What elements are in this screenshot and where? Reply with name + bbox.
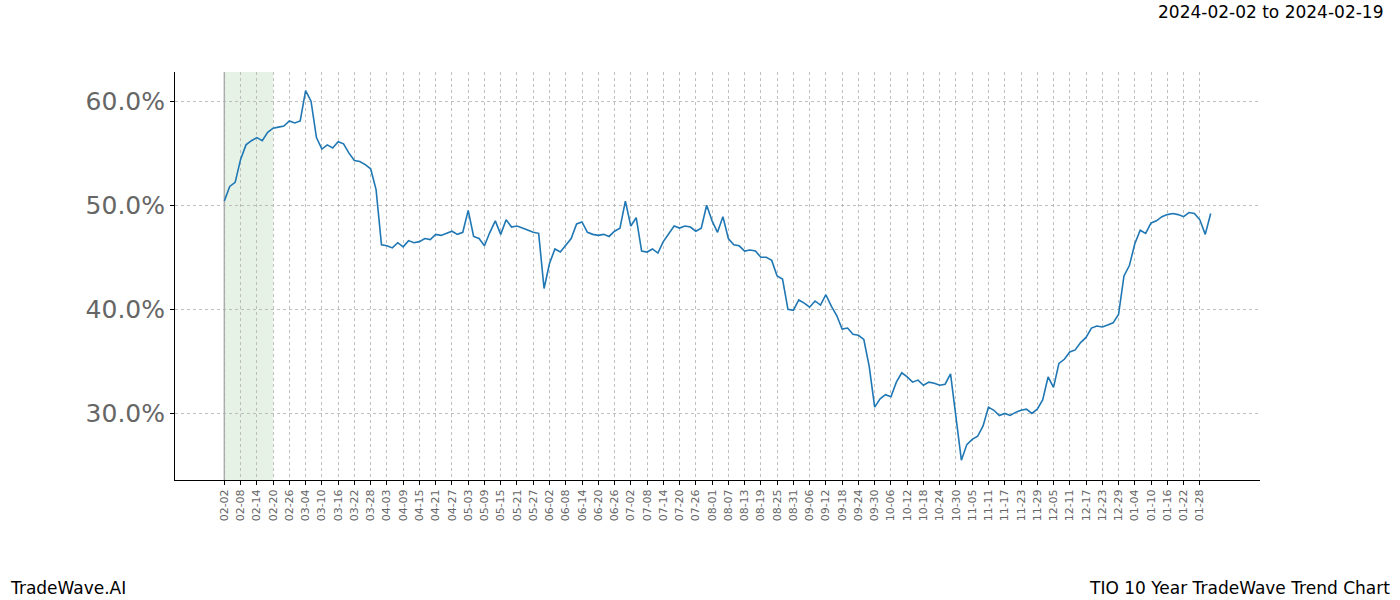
svg-text:07-26: 07-26 — [689, 489, 702, 521]
svg-text:12-17: 12-17 — [1080, 489, 1093, 521]
svg-text:04-03: 04-03 — [380, 489, 393, 521]
svg-text:02-02: 02-02 — [218, 489, 231, 521]
svg-text:TradeWave.AI: TradeWave.AI — [10, 578, 126, 598]
svg-text:01-22: 01-22 — [1177, 489, 1190, 521]
svg-text:03-22: 03-22 — [348, 489, 361, 521]
svg-text:05-09: 05-09 — [478, 489, 491, 521]
svg-text:60.0%: 60.0% — [86, 87, 165, 116]
svg-text:10-18: 10-18 — [917, 489, 930, 521]
svg-text:10-24: 10-24 — [933, 489, 946, 521]
svg-text:06-20: 06-20 — [592, 489, 605, 521]
svg-text:07-14: 07-14 — [657, 489, 670, 521]
svg-text:03-16: 03-16 — [332, 489, 345, 521]
svg-text:09-24: 09-24 — [852, 489, 865, 521]
svg-text:03-10: 03-10 — [315, 489, 328, 521]
svg-text:40.0%: 40.0% — [86, 295, 165, 324]
svg-text:03-04: 03-04 — [299, 489, 312, 521]
svg-text:11-05: 11-05 — [966, 489, 979, 521]
svg-text:05-15: 05-15 — [494, 489, 507, 521]
svg-text:09-18: 09-18 — [836, 489, 849, 521]
svg-text:02-20: 02-20 — [267, 489, 280, 521]
svg-text:TIO 10 Year TradeWave Trend Ch: TIO 10 Year TradeWave Trend Chart — [1089, 578, 1390, 598]
svg-text:10-06: 10-06 — [885, 489, 898, 521]
svg-text:01-16: 01-16 — [1161, 489, 1174, 521]
svg-text:09-30: 09-30 — [868, 489, 881, 521]
svg-text:06-08: 06-08 — [559, 489, 572, 521]
svg-text:06-26: 06-26 — [608, 489, 621, 521]
svg-text:08-13: 08-13 — [738, 489, 751, 521]
svg-text:01-10: 01-10 — [1145, 489, 1158, 521]
svg-text:06-02: 06-02 — [543, 489, 556, 521]
svg-text:30.0%: 30.0% — [86, 399, 165, 428]
svg-text:04-21: 04-21 — [429, 489, 442, 521]
svg-text:07-02: 07-02 — [624, 489, 637, 521]
svg-text:11-23: 11-23 — [1015, 489, 1028, 521]
svg-text:04-15: 04-15 — [413, 489, 426, 521]
svg-text:02-08: 02-08 — [234, 489, 247, 521]
svg-text:08-31: 08-31 — [787, 489, 800, 521]
svg-text:01-04: 01-04 — [1128, 489, 1141, 521]
svg-text:02-14: 02-14 — [250, 489, 263, 521]
svg-text:12-29: 12-29 — [1112, 489, 1125, 521]
svg-text:50.0%: 50.0% — [86, 191, 165, 220]
svg-text:07-08: 07-08 — [641, 489, 654, 521]
svg-text:01-28: 01-28 — [1193, 489, 1206, 521]
svg-text:05-03: 05-03 — [462, 489, 475, 521]
svg-text:11-11: 11-11 — [982, 489, 995, 521]
svg-text:05-21: 05-21 — [511, 489, 524, 521]
svg-text:05-27: 05-27 — [527, 489, 540, 521]
svg-text:08-07: 08-07 — [722, 489, 735, 521]
svg-text:08-25: 08-25 — [771, 489, 784, 521]
svg-text:08-19: 08-19 — [754, 489, 767, 521]
svg-text:12-11: 12-11 — [1063, 489, 1076, 521]
svg-text:02-26: 02-26 — [283, 489, 296, 521]
svg-text:12-23: 12-23 — [1096, 489, 1109, 521]
svg-text:10-12: 10-12 — [901, 489, 914, 521]
svg-text:11-17: 11-17 — [998, 489, 1011, 521]
svg-text:07-20: 07-20 — [673, 489, 686, 521]
svg-text:03-28: 03-28 — [364, 489, 377, 521]
svg-text:09-12: 09-12 — [819, 489, 832, 521]
svg-text:04-27: 04-27 — [446, 489, 459, 521]
svg-text:11-29: 11-29 — [1031, 489, 1044, 521]
svg-text:10-30: 10-30 — [950, 489, 963, 521]
svg-text:2024-02-02 to 2024-02-19: 2024-02-02 to 2024-02-19 — [1158, 2, 1383, 22]
svg-text:08-01: 08-01 — [706, 489, 719, 521]
svg-text:09-06: 09-06 — [803, 489, 816, 521]
svg-text:12-05: 12-05 — [1047, 489, 1060, 521]
svg-text:06-14: 06-14 — [576, 489, 589, 521]
svg-text:04-09: 04-09 — [397, 489, 410, 521]
